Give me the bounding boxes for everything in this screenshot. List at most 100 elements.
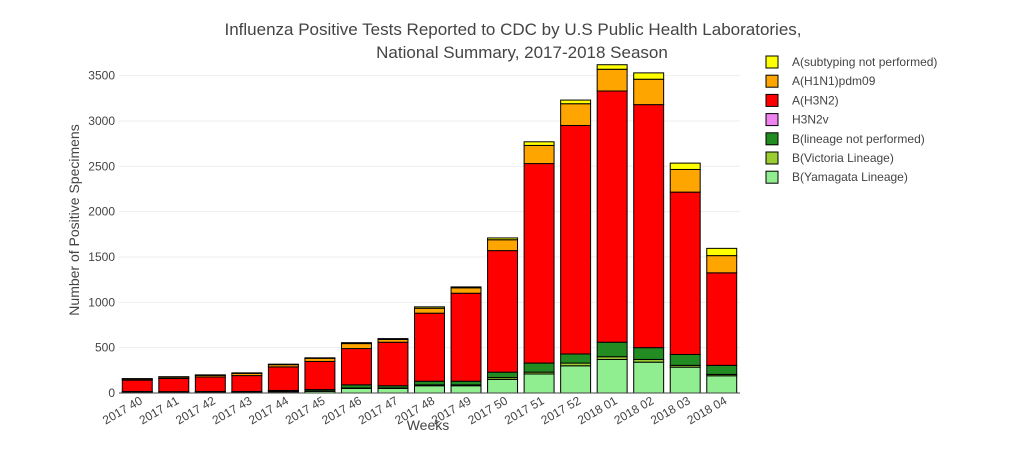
legend-label[interactable]: B(Victoria Lineage)	[792, 151, 894, 165]
bar-segment[interactable]	[560, 103, 592, 126]
legend-swatch[interactable]	[765, 55, 779, 69]
bar-segment[interactable]	[706, 272, 738, 366]
bar-segment[interactable]	[596, 68, 628, 92]
bar-segment[interactable]	[523, 144, 555, 165]
bar-segment[interactable]	[523, 163, 555, 364]
y-tick-label: 500	[95, 341, 115, 355]
y-tick-label: 3000	[88, 114, 115, 128]
legend-swatch[interactable]	[765, 74, 779, 88]
x-tick-label: 2017 46	[319, 393, 364, 427]
x-tick-label: 2017 47	[356, 393, 401, 427]
bar-segment[interactable]	[231, 372, 263, 374]
bar-segment[interactable]	[633, 78, 665, 106]
bar-segment[interactable]	[706, 247, 738, 257]
bar-segment[interactable]	[633, 104, 665, 349]
bar-segment[interactable]	[706, 364, 738, 375]
bar-segment[interactable]	[414, 306, 445, 309]
bar-segment[interactable]	[487, 250, 519, 373]
bar-segment[interactable]	[414, 312, 445, 382]
bar-segment[interactable]	[340, 387, 372, 394]
gridlines	[119, 75, 740, 349]
bar-segment[interactable]	[669, 353, 701, 366]
bar-segment[interactable]	[121, 379, 153, 392]
legend-swatch[interactable]	[765, 132, 779, 146]
bar-segment[interactable]	[231, 375, 263, 392]
bar-segment[interactable]	[596, 341, 628, 358]
legend-swatch[interactable]	[765, 113, 779, 127]
bar-segment[interactable]	[523, 362, 555, 373]
bar-segment[interactable]	[669, 168, 701, 193]
bar-segment[interactable]	[450, 292, 482, 382]
bar-segment[interactable]	[194, 374, 226, 376]
x-axis-label: Weeks	[407, 417, 450, 433]
bar-segment[interactable]	[414, 307, 445, 314]
x-tick-label: 2017 50	[465, 393, 510, 427]
legend-swatch[interactable]	[765, 151, 779, 165]
bar-segment[interactable]	[706, 255, 738, 274]
bar-segment[interactable]	[304, 357, 336, 359]
bar-segment[interactable]	[560, 99, 592, 105]
bar-segment[interactable]	[487, 237, 519, 241]
x-tick-label: 2018 04	[685, 393, 730, 427]
bar-segment[interactable]	[414, 380, 445, 386]
legend-label[interactable]: A(subtyping not performed)	[792, 55, 937, 69]
bar-segment[interactable]	[560, 365, 592, 394]
bar-segment[interactable]	[596, 64, 628, 70]
bar-segment[interactable]	[596, 90, 628, 343]
bar-segment[interactable]	[633, 72, 665, 80]
legend-swatch[interactable]	[765, 170, 779, 184]
chart-title-line-1: Influenza Positive Tests Reported to CDC…	[224, 20, 801, 39]
bar-segment[interactable]	[706, 375, 738, 394]
legend-label[interactable]: A(H3N2)	[792, 93, 839, 107]
bar-segment[interactable]	[377, 338, 409, 340]
bar-segment[interactable]	[560, 353, 592, 364]
bar-segment[interactable]	[194, 376, 226, 392]
x-tick-label: 2018 01	[575, 393, 620, 427]
y-tick-label: 3500	[88, 69, 115, 83]
x-tick-label: 2017 41	[137, 393, 182, 427]
bar-segment[interactable]	[450, 286, 482, 289]
bar-segment[interactable]	[523, 141, 555, 146]
bar-segment[interactable]	[377, 387, 409, 394]
bar-segment[interactable]	[487, 371, 519, 379]
legend-label[interactable]: A(H1N1)pdm09	[792, 74, 876, 88]
bar-segment[interactable]	[450, 380, 482, 386]
bar-segment[interactable]	[267, 363, 299, 366]
y-tick-label: 2500	[88, 159, 115, 173]
bar-segment[interactable]	[450, 385, 482, 394]
bar-segment[interactable]	[669, 366, 701, 394]
bar-segment[interactable]	[560, 124, 592, 355]
bar-segment[interactable]	[450, 287, 482, 294]
bar-segment[interactable]	[304, 360, 336, 391]
bar-segment[interactable]	[487, 378, 519, 394]
bar-segment[interactable]	[121, 378, 153, 380]
bar-segment[interactable]	[487, 239, 519, 252]
bar-segment[interactable]	[158, 376, 190, 378]
legend-label[interactable]: B(lineage not performed)	[792, 132, 925, 146]
bar-segment[interactable]	[340, 342, 372, 345]
legend-label[interactable]: H3N2v	[792, 113, 829, 127]
y-tick-label: 1500	[88, 250, 115, 264]
bar-segment[interactable]	[377, 341, 409, 387]
y-axis-label: Number of Positive Specimens	[66, 124, 82, 315]
bar-segment[interactable]	[414, 385, 445, 394]
x-tick-label: 2017 42	[173, 393, 218, 427]
bar-segment[interactable]	[596, 358, 628, 394]
legend-label[interactable]: B(Yamagata Lineage)	[792, 170, 908, 184]
bar-segment[interactable]	[633, 361, 665, 394]
bar-segment[interactable]	[158, 377, 190, 393]
x-tick-label: 2017 52	[539, 393, 584, 427]
bar-segment[interactable]	[669, 162, 701, 170]
bar-segment[interactable]	[633, 347, 665, 360]
legend-swatch[interactable]	[765, 93, 779, 107]
bar-segment[interactable]	[267, 366, 299, 391]
bar-segment[interactable]	[669, 191, 701, 355]
y-tick-label: 1000	[88, 295, 115, 309]
bar-segment[interactable]	[340, 343, 372, 350]
bars	[121, 64, 738, 394]
bar-segment[interactable]	[523, 373, 555, 394]
y-tick-label: 2000	[88, 205, 115, 219]
bar-segment[interactable]	[340, 348, 372, 386]
